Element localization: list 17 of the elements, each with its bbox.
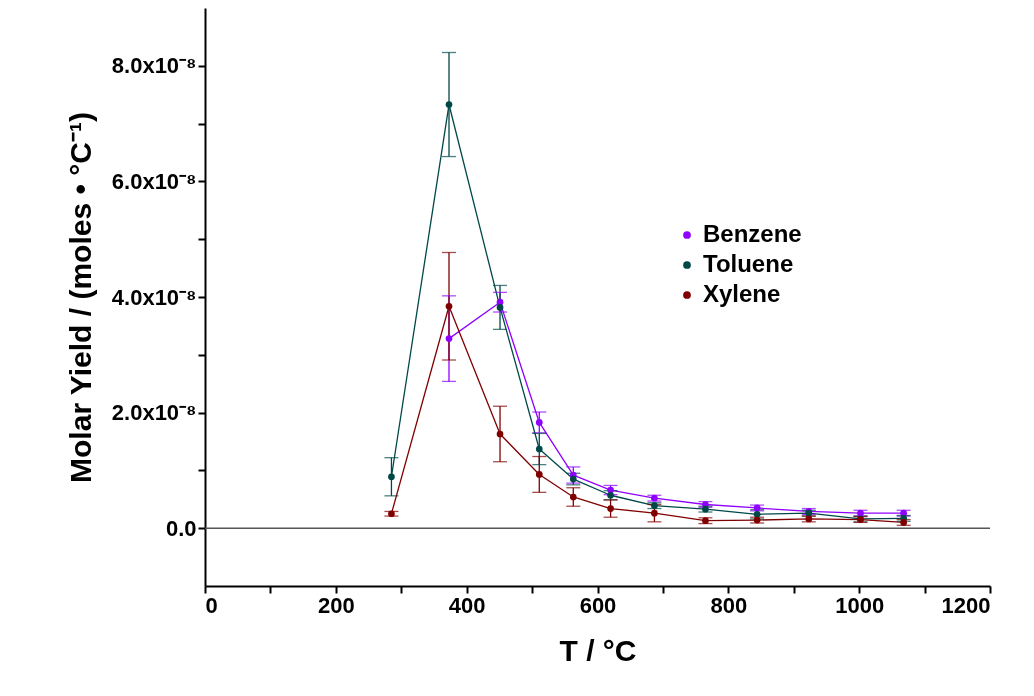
- x-axis-title: T / °C: [559, 633, 637, 667]
- y-tick-label: 2.0x10⁻⁸: [111, 400, 197, 426]
- legend-label: Xylene: [703, 280, 781, 307]
- legend-label: Toluene: [703, 250, 794, 277]
- x-tick-label: 600: [579, 592, 617, 618]
- x-tick-label: 800: [710, 592, 748, 618]
- x-tick-label: 1000: [835, 592, 885, 618]
- y-tick-label: 6.0x10⁻⁸: [111, 168, 197, 194]
- y-axis-title: Molar Yield / (moles • °C⁻¹): [63, 112, 97, 483]
- y-tick-label: 4.0x10⁻⁸: [111, 284, 197, 310]
- legend-label: Benzene: [703, 220, 802, 247]
- x-tick-label: 200: [317, 592, 355, 618]
- x-tick-label: 0: [205, 592, 218, 618]
- x-tick-label: 1200: [941, 592, 991, 618]
- y-tick-label: 8.0x10⁻⁸: [111, 53, 197, 79]
- y-tick-label: 0.0: [165, 515, 197, 541]
- x-tick-label: 400: [448, 592, 486, 618]
